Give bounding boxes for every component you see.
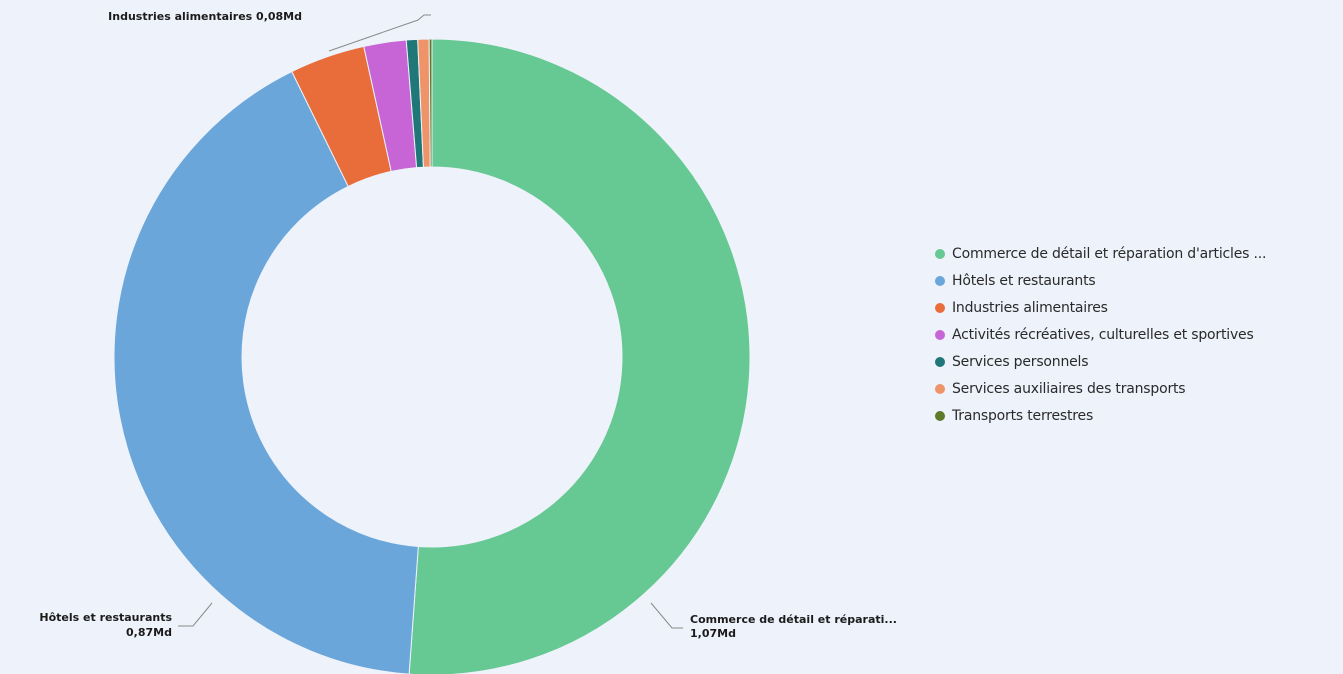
legend-dot-icon: [935, 356, 945, 367]
chart-legend: Commerce de détail et réparation d'artic…: [935, 240, 1343, 429]
leader-line-commerce: [650, 602, 683, 629]
legend-label: Services auxiliaires des transports: [952, 380, 1186, 397]
leader-line-industries: [328, 14, 431, 52]
donut-slice-0[interactable]: [408, 38, 751, 674]
legend-item-transports[interactable]: Transports terrestres: [935, 402, 1343, 429]
data-label-commerce-value: 1,07Md: [690, 627, 736, 640]
legend-item-services-personnels[interactable]: Services personnels: [935, 348, 1343, 375]
leader-line-hotels: [178, 602, 213, 627]
legend-label: Services personnels: [952, 353, 1089, 370]
legend-dot-icon: [935, 329, 945, 340]
legend-label: Hôtels et restaurants: [952, 272, 1096, 289]
legend-dot-icon: [935, 302, 945, 313]
legend-item-commerce[interactable]: Commerce de détail et réparation d'artic…: [935, 240, 1343, 267]
data-label-hotels-value: 0,87Md: [126, 626, 172, 639]
legend-dot-icon: [935, 248, 945, 259]
legend-item-services-auxiliaires[interactable]: Services auxiliaires des transports: [935, 375, 1343, 402]
legend-dot-icon: [935, 410, 945, 421]
legend-dot-icon: [935, 383, 945, 394]
legend-item-hotels[interactable]: Hôtels et restaurants: [935, 267, 1343, 294]
legend-label: Transports terrestres: [952, 407, 1094, 424]
legend-label: Commerce de détail et réparation d'artic…: [952, 245, 1267, 262]
data-label-industries: Industries alimentaires 0,08Md: [108, 10, 302, 23]
data-label-commerce-name: Commerce de détail et réparati...: [690, 613, 897, 626]
donut-slices: [113, 38, 751, 674]
legend-label: Activités récréatives, culturelles et sp…: [952, 326, 1254, 343]
legend-item-industries[interactable]: Industries alimentaires: [935, 294, 1343, 321]
legend-label: Industries alimentaires: [952, 299, 1108, 316]
legend-dot-icon: [935, 275, 945, 286]
legend-item-activites[interactable]: Activités récréatives, culturelles et sp…: [935, 321, 1343, 348]
data-label-hotels-name: Hôtels et restaurants: [39, 611, 172, 624]
donut-slice-6[interactable]: [428, 38, 433, 168]
donut-slice-1[interactable]: [113, 70, 419, 674]
